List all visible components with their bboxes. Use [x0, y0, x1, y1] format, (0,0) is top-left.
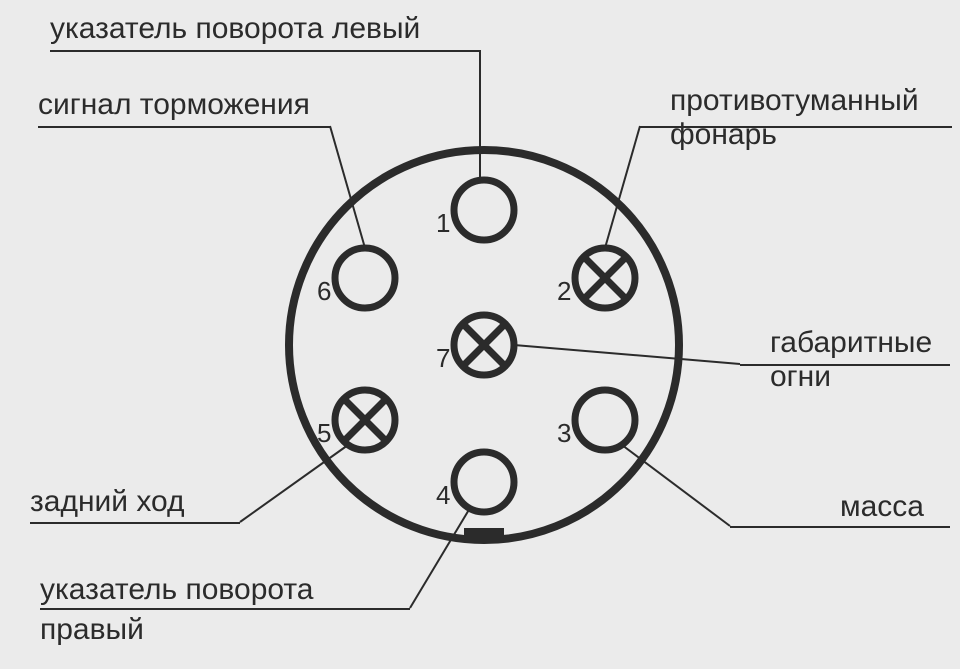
underline-pin1: [50, 50, 480, 52]
underline-pin3: [730, 526, 950, 528]
pin-number-6: 6: [317, 276, 331, 306]
underline-pin2: [640, 126, 952, 128]
underline-pin6: [38, 126, 330, 128]
label-pin3-line0: масса: [840, 490, 924, 524]
pin-number-7: 7: [436, 343, 450, 373]
pin-number-2: 2: [557, 276, 571, 306]
connector-pinout-diagram: 1 2 3 4 5 6 7 указатель поворота левый сигнал т…: [0, 0, 960, 669]
label-pin2: противотуманныйфонарь: [670, 84, 919, 152]
label-pin4-line0: указатель поворота: [40, 570, 314, 610]
label-pin5: задний ход: [30, 485, 185, 519]
label-pin1: указатель поворота левый: [50, 12, 420, 46]
label-pin1-line0: указатель поворота левый: [50, 12, 420, 46]
label-pin2-line1: фонарь: [670, 118, 919, 152]
label-pin6-line0: сигнал торможения: [38, 88, 310, 122]
pin-number-4: 4: [436, 480, 450, 510]
pin-number-5: 5: [317, 418, 331, 448]
label-pin4: указатель поворотаправый: [40, 570, 314, 650]
label-pin6: сигнал торможения: [38, 88, 310, 122]
label-pin7-line0: габаритные: [770, 326, 932, 360]
pin-number-3: 3: [557, 418, 571, 448]
label-pin7: габаритныеогни: [770, 326, 932, 394]
label-pin3: масса: [840, 490, 924, 524]
underline-pin5: [30, 522, 240, 524]
label-pin4-line1: правый: [40, 610, 314, 650]
pin-number-1: 1: [436, 208, 450, 238]
underline-pin4: [40, 608, 410, 610]
label-pin5-line0: задний ход: [30, 485, 185, 519]
label-pin2-line0: противотуманный: [670, 84, 919, 118]
underline-pin7: [740, 364, 950, 366]
